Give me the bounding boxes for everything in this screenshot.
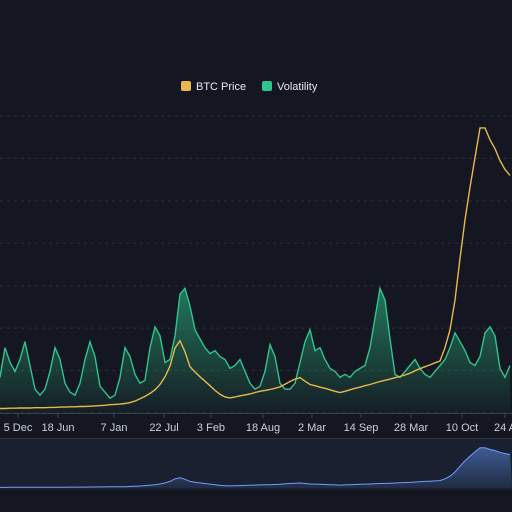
legend-swatch-btc-price — [181, 81, 191, 91]
legend-item-btc-price[interactable]: BTC Price — [181, 81, 246, 93]
navigator-series — [0, 447, 512, 488]
x-tick-label: 7 Jan — [101, 422, 128, 434]
legend-label-volatility: Volatility — [277, 81, 318, 93]
navigator-line — [0, 447, 511, 488]
x-tick-label: 5 Dec — [4, 422, 33, 434]
x-tick-label: 28 Mar — [394, 422, 429, 434]
btc-price-series — [0, 127, 511, 410]
legend-swatch-volatility — [262, 81, 272, 91]
x-tick-label: 22 Jul — [149, 422, 178, 434]
x-tick-label: 24 A — [494, 422, 512, 434]
x-axis-ticks: 5 Dec 18 Jun 7 Jan 22 Jul 3 Feb 18 Aug 2 Mar 14… — [4, 413, 512, 434]
grid-lines — [0, 115, 512, 414]
btc-price-line — [0, 127, 511, 410]
x-tick-label: 3 Feb — [197, 422, 225, 434]
navigator-area — [0, 447, 512, 488]
x-tick-label: 18 Aug — [246, 422, 280, 434]
legend-item-volatility[interactable]: Volatility — [262, 81, 318, 93]
x-tick-label: 18 Jun — [41, 422, 74, 434]
legend-label-btc-price: BTC Price — [196, 81, 246, 93]
x-tick-label: 14 Sep — [344, 422, 379, 434]
x-tick-label: 2 Mar — [298, 422, 326, 434]
volatility-line — [0, 285, 511, 399]
x-tick-label: 10 Oct — [446, 422, 478, 434]
volatility-area — [0, 288, 510, 413]
volatility-series — [0, 285, 511, 413]
legend: BTC Price Volatility — [181, 81, 318, 93]
